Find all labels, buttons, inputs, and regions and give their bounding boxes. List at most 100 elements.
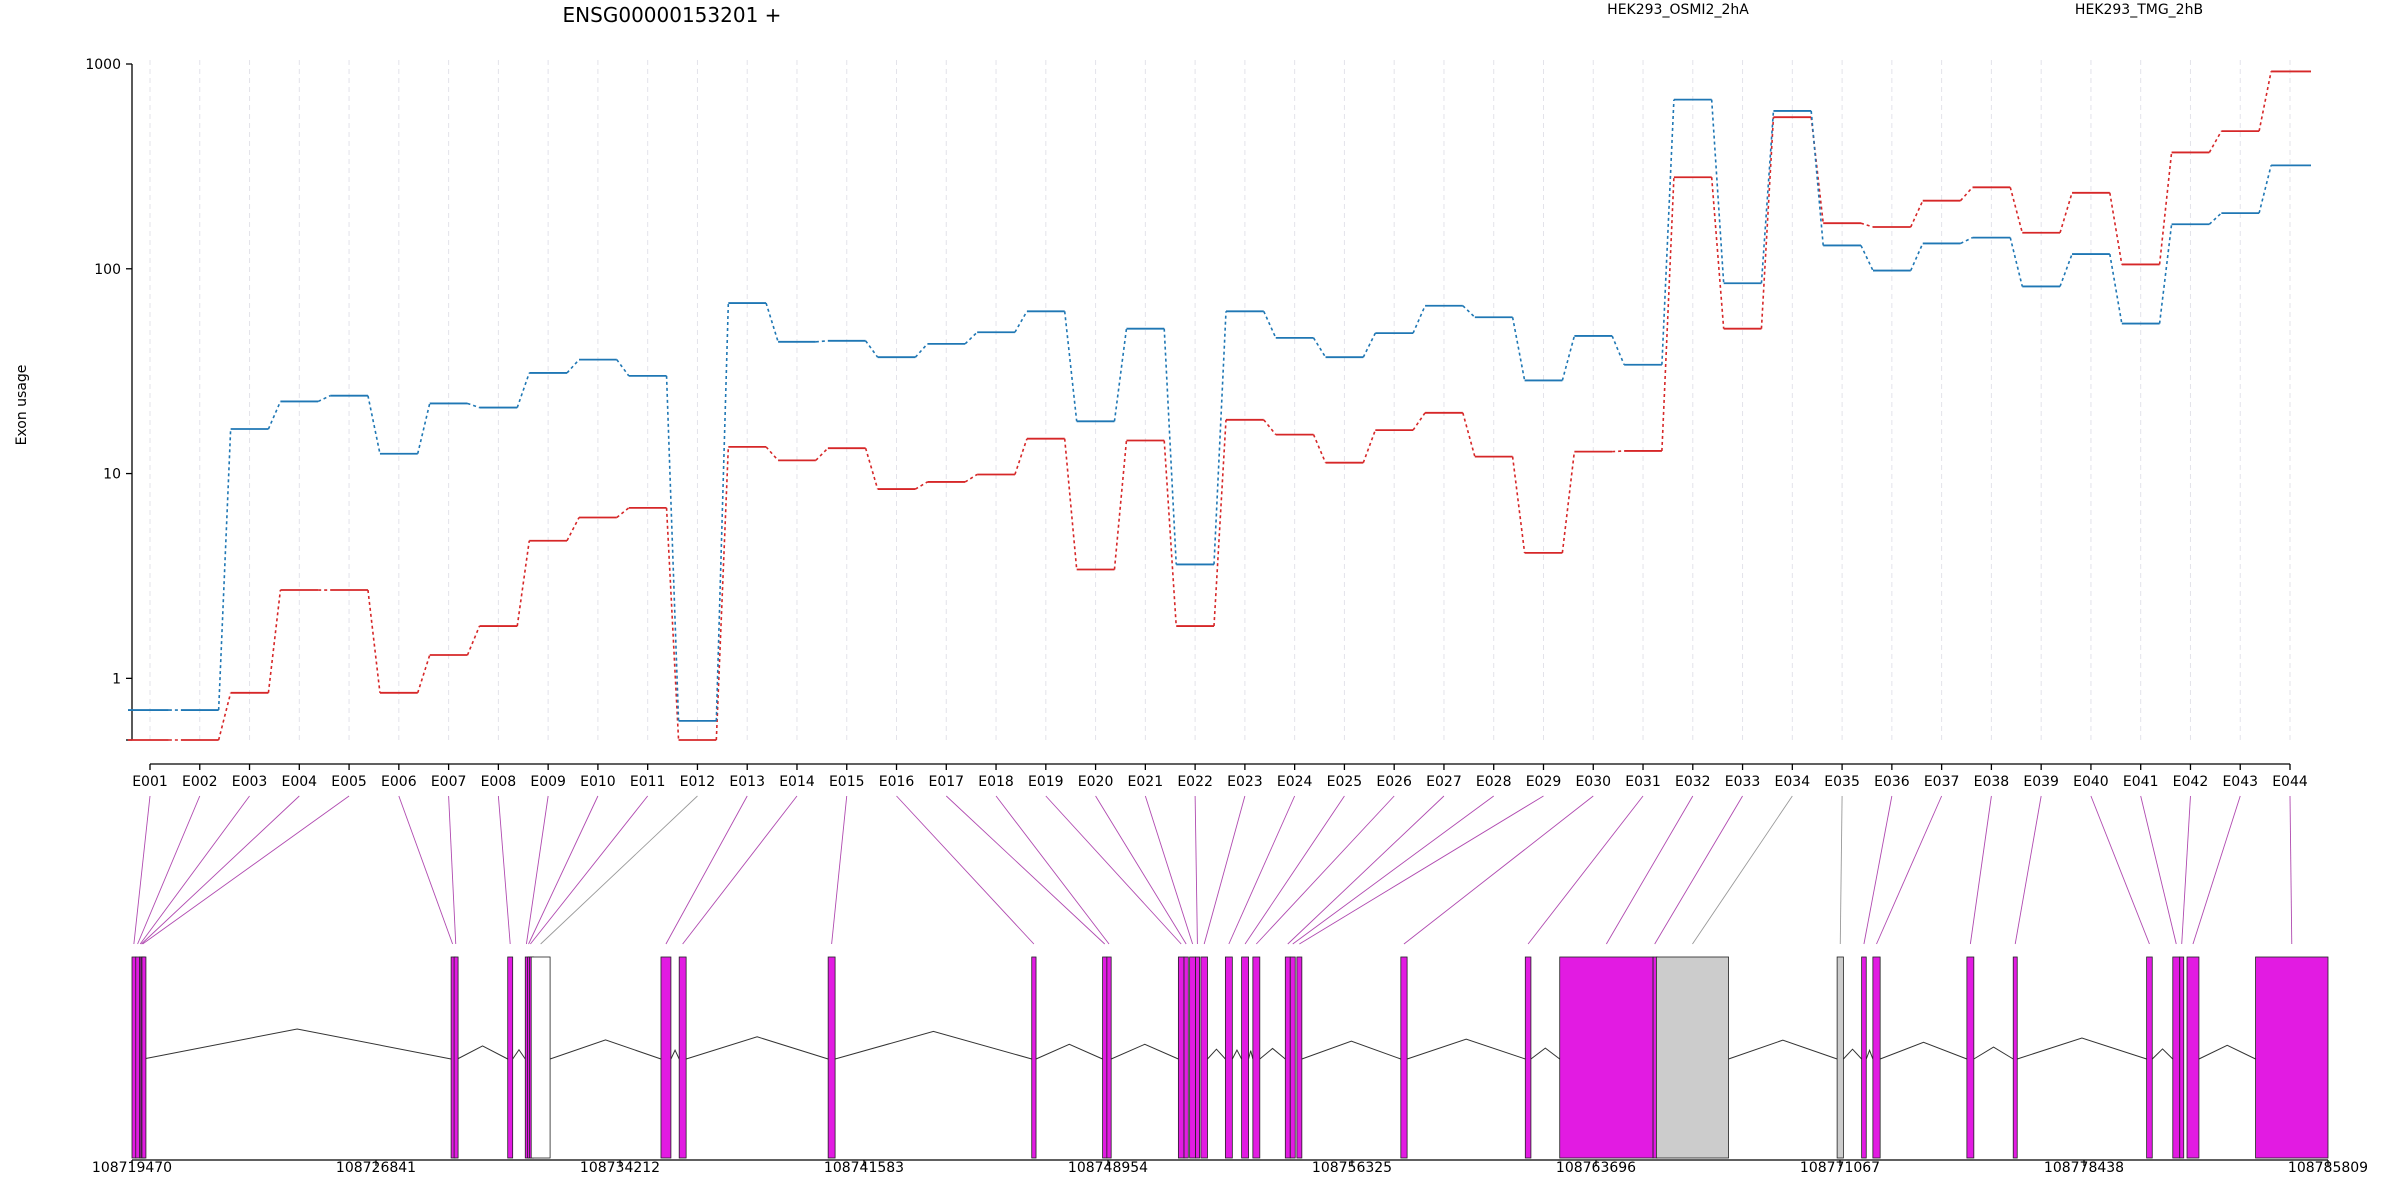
exon-e034	[1655, 956, 1729, 1159]
transition-e013	[765, 302, 779, 343]
exon-e013	[660, 956, 672, 1159]
x-tick-label-e024: E024	[1277, 774, 1313, 790]
exon-e027	[1284, 956, 1291, 1159]
exon-e032	[1559, 956, 1654, 1159]
x-tick-label-e033: E033	[1725, 774, 1761, 790]
x-tick-label-e029: E029	[1526, 774, 1562, 790]
connector-e023	[1203, 795, 1246, 945]
transition-e004	[317, 394, 331, 403]
transition-e024	[1312, 434, 1327, 464]
connector-e029	[1299, 795, 1544, 945]
transition-e016	[914, 343, 928, 358]
intron-23	[1207, 1048, 1226, 1060]
connector-e010	[528, 795, 599, 945]
exon-e037	[1872, 956, 1881, 1159]
connector-e024	[1228, 795, 1296, 945]
x-tick-label-e040: E040	[2073, 774, 2109, 790]
transition-e031	[1661, 177, 1675, 451]
intron-14	[685, 1036, 829, 1060]
exon-connector-lines	[133, 795, 2293, 945]
transition-e019	[1063, 438, 1078, 570]
connector-e008	[497, 795, 511, 945]
transition-e032	[1710, 177, 1725, 329]
x-tick-label-e034: E034	[1775, 774, 1811, 790]
intron-40	[2151, 1048, 2174, 1060]
transition-e023	[1263, 419, 1277, 436]
series-tmg	[128, 98, 2311, 722]
x-tick-label-e011: E011	[630, 774, 666, 790]
transition-e029	[1561, 451, 1576, 553]
transition-e039	[2059, 253, 2073, 287]
coord-tick-label-108734212: 108734212	[580, 1160, 660, 1176]
x-tick-label-e003: E003	[232, 774, 268, 790]
gene-model	[131, 956, 2329, 1159]
connector-e038	[1969, 795, 1992, 945]
exon-e012	[530, 956, 551, 1159]
transition-e036	[1910, 243, 1924, 271]
connector-e033	[1654, 795, 1743, 945]
connector-e009	[525, 795, 549, 945]
x-tick-label-e004: E004	[282, 774, 318, 790]
transition-e023	[1263, 310, 1277, 339]
x-tick-label-e016: E016	[879, 774, 915, 790]
connector-e041	[2140, 795, 2177, 945]
exon-e038	[1966, 956, 1975, 1159]
transition-e009	[566, 517, 580, 542]
connector-e001	[133, 795, 151, 945]
coord-tick-label-108771067: 108771067	[1800, 1160, 1880, 1176]
transition-e018	[1014, 310, 1028, 333]
series-osmi2	[128, 70, 2311, 741]
x-tick-label-e041: E041	[2123, 774, 2159, 790]
x-tick-label-e005: E005	[331, 774, 367, 790]
transition-e008	[516, 372, 531, 408]
transition-e014	[815, 447, 829, 461]
connector-e016	[896, 795, 1035, 945]
intron-15	[834, 1030, 1032, 1060]
transition-e011	[665, 375, 680, 721]
y-axis-label: Exon usage	[14, 365, 30, 446]
transition-e033	[1760, 110, 1775, 284]
coord-tick-label-108748954: 108748954	[1068, 1160, 1148, 1176]
intron-13	[670, 1048, 680, 1060]
transition-e024	[1312, 337, 1327, 358]
coord-tick-label-108726841: 108726841	[336, 1160, 416, 1176]
connector-e037	[1876, 795, 1943, 945]
x-tick-label-e002: E002	[182, 774, 218, 790]
transition-e010	[616, 359, 630, 377]
x-tick-label-e015: E015	[829, 774, 865, 790]
transition-e029	[1561, 335, 1576, 381]
transition-e040	[2109, 253, 2123, 324]
intron-31	[1530, 1047, 1561, 1060]
intron-12	[549, 1039, 662, 1060]
x-tick-label-e030: E030	[1575, 774, 1611, 790]
x-tick-label-e009: E009	[530, 774, 566, 790]
connector-e019	[1045, 795, 1182, 945]
exon-e042	[2179, 956, 2185, 1159]
transition-e035	[1860, 245, 1874, 271]
coord-tick-label-108785809: 108785809	[2288, 1160, 2368, 1176]
x-tick-label-e042: E042	[2173, 774, 2209, 790]
connector-e021	[1144, 795, 1194, 945]
x-tick-label-e021: E021	[1128, 774, 1164, 790]
intron-18	[1110, 1043, 1179, 1060]
x-tick-label-e023: E023	[1227, 774, 1263, 790]
y-tick-label-100: 100	[94, 262, 121, 278]
connector-e026	[1256, 795, 1395, 945]
x-tick-label-e007: E007	[431, 774, 467, 790]
transition-e041	[2158, 152, 2173, 265]
exon-e035	[1836, 956, 1844, 1159]
intron-25	[1248, 1050, 1254, 1060]
genomic-coordinate-axis: 108719470 108726841 108734212 108741583 1087…	[92, 1159, 2368, 1176]
transition-e035	[1860, 222, 1874, 228]
exon-e029	[1296, 956, 1303, 1159]
connector-e032	[1606, 795, 1694, 945]
x-tick-label-e025: E025	[1327, 774, 1363, 790]
transition-e002	[217, 692, 232, 741]
y-tick-label-10: 10	[103, 467, 121, 483]
x-tick-label-e043: E043	[2222, 774, 2258, 790]
transition-e026	[1412, 305, 1426, 334]
exon-e008	[507, 956, 514, 1159]
transition-e038	[2009, 187, 2024, 233]
connector-e034	[1692, 795, 1793, 945]
transition-e040	[2109, 192, 2123, 265]
